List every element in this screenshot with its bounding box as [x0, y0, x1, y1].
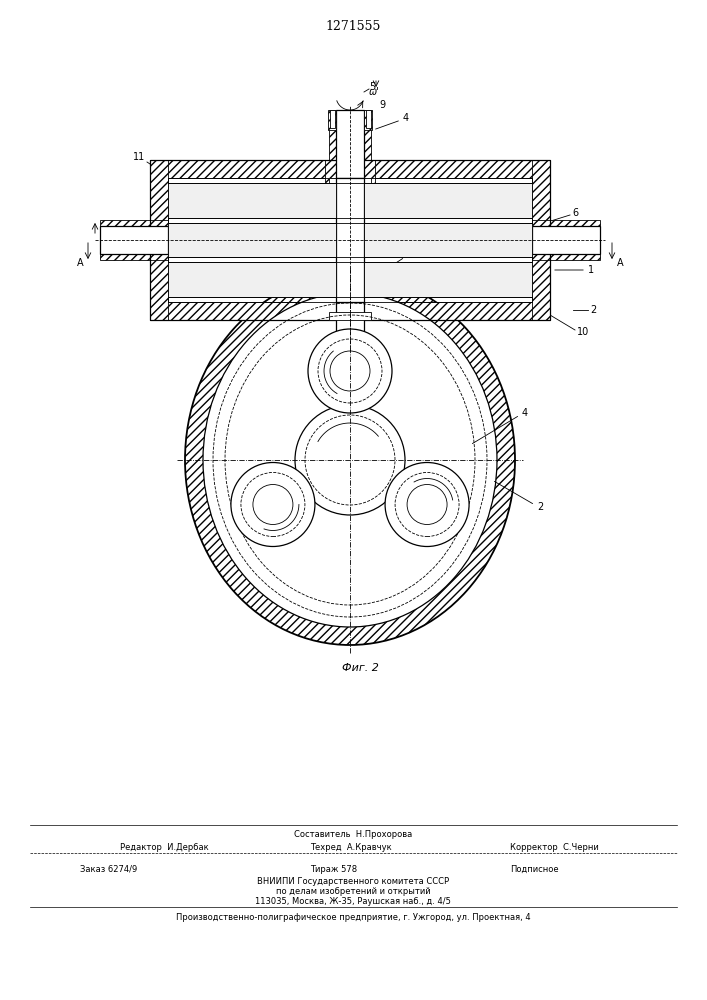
Bar [336, 302, 364, 365]
Text: 8: 8 [313, 350, 319, 360]
Bar [168, 178, 532, 302]
Ellipse shape [385, 462, 469, 546]
Bar [168, 178, 532, 302]
Text: 2: 2 [537, 502, 543, 512]
Text: 1: 1 [588, 265, 594, 275]
Bar [325, 160, 375, 186]
Text: 113035, Москва, Ж-35, Раушская наб., д. 4/5: 113035, Москва, Ж-35, Раушская наб., д. … [255, 897, 451, 906]
Bar [329, 110, 334, 128]
Bar [168, 183, 336, 218]
Bar [364, 262, 532, 297]
Bar [150, 160, 550, 178]
Text: Фиг. 2: Фиг. 2 [341, 663, 378, 673]
Bar [328, 110, 336, 130]
Bar [150, 160, 168, 320]
Text: 7: 7 [183, 188, 189, 198]
Text: ВНИИПИ Государственного комитета СССР: ВНИИПИ Государственного комитета СССР [257, 877, 449, 886]
Ellipse shape [231, 462, 315, 546]
Bar [364, 183, 532, 218]
Text: Производственно-полиграфическое предприятие, г. Ужгород, ул. Проектная, 4: Производственно-полиграфическое предприя… [175, 913, 530, 922]
Bar [100, 226, 168, 254]
Text: 4: 4 [403, 113, 409, 123]
Text: 2: 2 [590, 305, 596, 315]
Text: Заказ 6274/9: Заказ 6274/9 [80, 865, 137, 874]
Bar [364, 223, 532, 257]
Text: Тираж 578: Тираж 578 [310, 865, 357, 874]
Bar [329, 178, 371, 186]
Bar [325, 312, 375, 320]
Bar [168, 262, 336, 297]
Ellipse shape [253, 485, 293, 524]
Ellipse shape [203, 293, 497, 627]
Bar [532, 220, 600, 260]
Ellipse shape [407, 485, 447, 524]
Text: по делам изобретений и открытий: по делам изобретений и открытий [276, 887, 431, 896]
Text: 9: 9 [379, 100, 385, 110]
Text: 11: 11 [133, 152, 145, 162]
Bar [366, 110, 370, 128]
Ellipse shape [295, 405, 405, 515]
Bar [329, 302, 371, 365]
Text: Фиг. 1: Фиг. 1 [341, 385, 378, 395]
Text: А: А [617, 258, 624, 268]
Ellipse shape [308, 329, 392, 413]
Bar [329, 110, 371, 178]
Text: Составитель  Н.Прохорова: Составитель Н.Прохорова [294, 830, 412, 839]
Ellipse shape [185, 275, 515, 645]
Text: 5: 5 [369, 82, 375, 92]
Text: ω': ω' [369, 87, 380, 97]
Text: 6: 6 [572, 208, 578, 218]
Text: Редактор  И.Дербак: Редактор И.Дербак [120, 843, 209, 852]
Bar [150, 160, 550, 320]
Text: Корректор  С.Черни: Корректор С.Черни [510, 843, 599, 852]
Bar [168, 223, 336, 257]
Text: Техред  А.Кравчук: Техред А.Кравчук [310, 843, 392, 852]
Bar [336, 178, 364, 302]
Text: 4: 4 [522, 408, 528, 418]
Text: Подписное: Подписное [510, 865, 559, 874]
Text: А-А: А-А [310, 243, 330, 253]
Bar [150, 302, 550, 320]
Bar [532, 160, 550, 320]
Text: А: А [76, 258, 83, 268]
Text: 10: 10 [577, 327, 589, 337]
Text: 1271555: 1271555 [325, 20, 380, 33]
Ellipse shape [330, 351, 370, 391]
Bar [100, 220, 168, 260]
Bar [329, 312, 371, 320]
Text: 3: 3 [407, 250, 413, 260]
Bar [532, 226, 600, 254]
Bar [336, 110, 364, 178]
Bar [364, 110, 372, 130]
